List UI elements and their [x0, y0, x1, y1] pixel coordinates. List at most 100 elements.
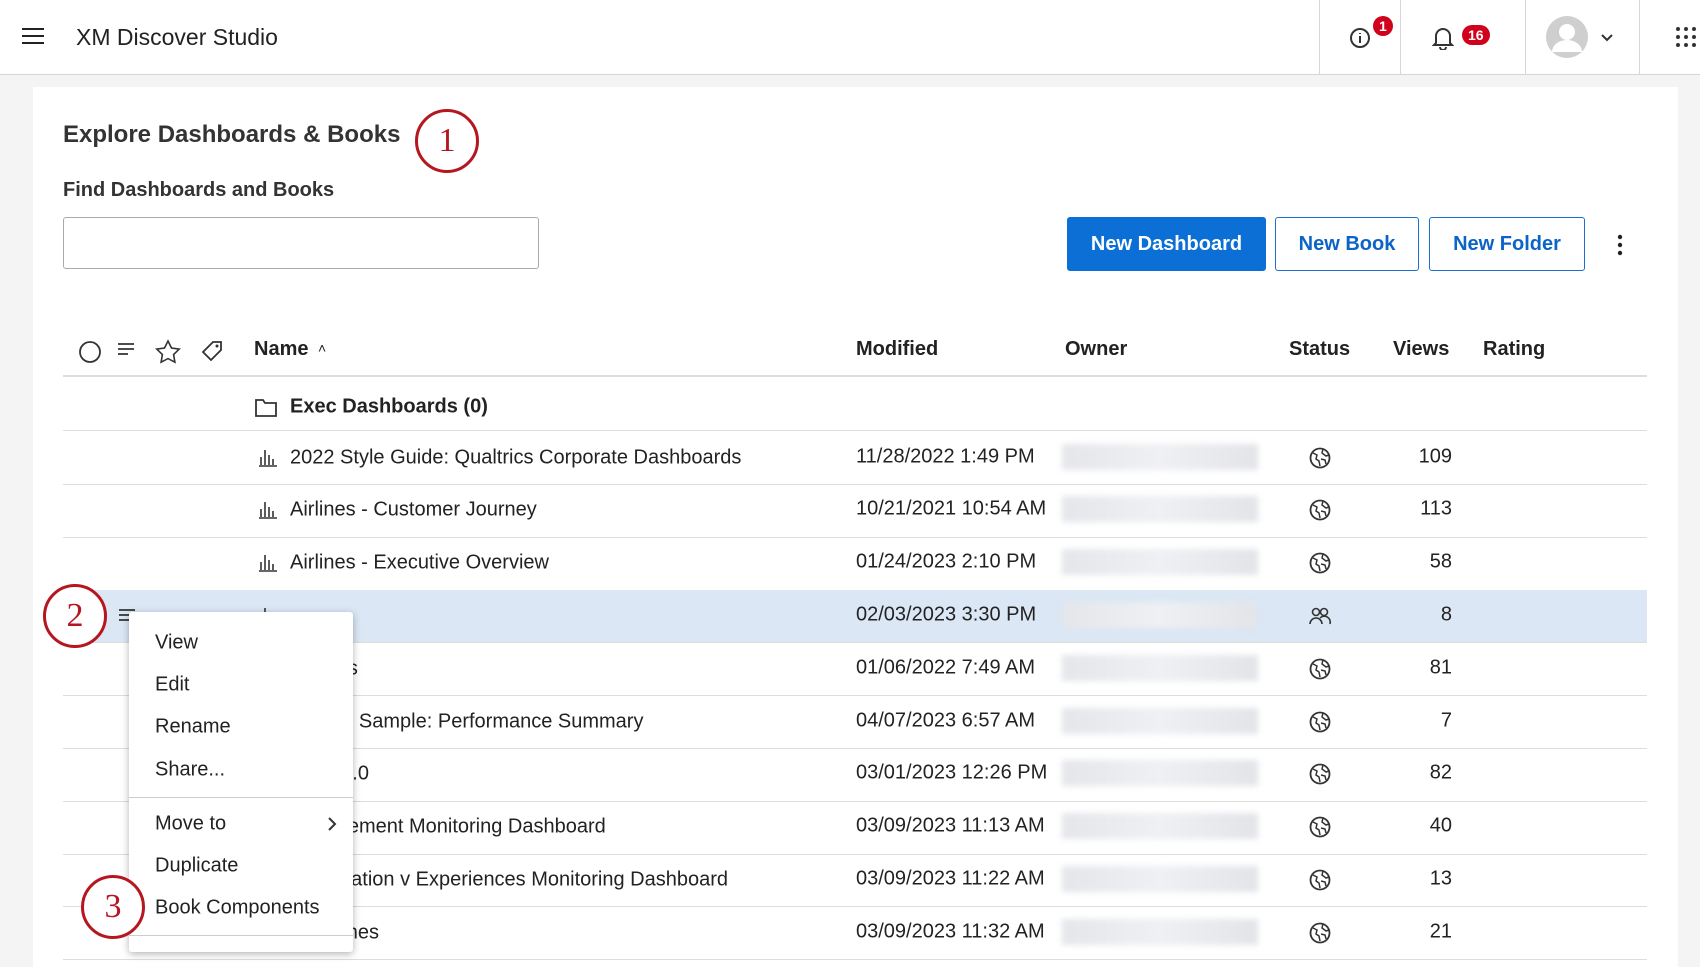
- row-rule: [63, 959, 1647, 961]
- row-rule: [63, 642, 1647, 644]
- callout: 2: [43, 584, 107, 648]
- views: 58: [1429, 550, 1452, 573]
- owner-redacted: [1062, 496, 1258, 523]
- modified-date: 11/28/2022 1:49 PM: [856, 445, 1035, 467]
- row-rule: [63, 800, 1647, 802]
- owner-redacted: [1062, 865, 1258, 892]
- more-options[interactable]: [1614, 233, 1626, 257]
- new-dashboard-button[interactable]: New Dashboard: [1067, 217, 1266, 271]
- modified-date: 03/09/2023 11:13 AM: [856, 814, 1045, 837]
- modified-date: 03/01/2023 12:26 PM: [856, 761, 1048, 784]
- status-icon: [1309, 763, 1331, 785]
- item-name[interactable]: Expectation v Experiences Monitoring Das…: [290, 868, 729, 891]
- owner-redacted: [1062, 918, 1258, 945]
- status-icon: [1309, 499, 1331, 521]
- owner-redacted: [1062, 654, 1258, 681]
- views: 109: [1418, 445, 1452, 467]
- context-menu: [129, 612, 353, 952]
- status-icon: [1309, 658, 1331, 680]
- row-rule: [63, 747, 1647, 749]
- search-input[interactable]: [63, 217, 539, 269]
- status-icon: [1309, 607, 1332, 625]
- callout: 1: [415, 109, 479, 173]
- status-icon: [1309, 447, 1331, 468]
- item-name[interactable]: Engagement Monitoring Dashboard: [290, 815, 606, 838]
- row-rule: [63, 483, 1647, 485]
- item-name[interactable]: Airlines - Executive Overview: [290, 551, 549, 574]
- header-icons: [79, 339, 222, 364]
- column-header[interactable]: Views: [1393, 338, 1450, 360]
- owner-redacted: [1062, 601, 1258, 628]
- item-name[interactable]: 2022 Style Guide: Qualtrics Corporate Da…: [290, 446, 742, 468]
- submenu-arrow: [328, 817, 337, 831]
- status-icon: [1309, 816, 1331, 838]
- modified-date: 01/24/2023 2:10 PM: [856, 550, 1037, 573]
- item-icon: [259, 555, 277, 572]
- sort-indicator: ˄: [318, 340, 327, 356]
- menu-divider: [129, 797, 353, 798]
- views: 82: [1429, 761, 1452, 784]
- new-book-button[interactable]: New Book: [1275, 217, 1419, 271]
- apps-grid[interactable]: [1675, 26, 1699, 50]
- modified-date: 02/03/2023 3:30 PM: [856, 603, 1037, 626]
- modified-date: 04/07/2023 6:57 AM: [856, 709, 1036, 731]
- menu-item[interactable]: Rename: [155, 715, 231, 738]
- item-name[interactable]: Airlines - Customer Journey: [290, 498, 537, 521]
- row-rule: [63, 536, 1647, 538]
- views: 7: [1440, 709, 1452, 731]
- app-title: XM Discover Studio: [76, 24, 278, 50]
- top-bar: [0, 0, 1700, 75]
- new-folder-button[interactable]: New Folder: [1429, 217, 1585, 271]
- status-icon: [1309, 922, 1331, 944]
- menu-item[interactable]: Duplicate: [155, 854, 239, 877]
- menu-item[interactable]: Edit: [155, 673, 190, 696]
- column-header[interactable]: Rating: [1483, 338, 1546, 360]
- header-rule: [63, 375, 1647, 377]
- page-title: Explore Dashboards & Books: [63, 121, 401, 148]
- status-icon: [1309, 711, 1331, 732]
- owner-redacted: [1062, 707, 1258, 734]
- hamburger-menu[interactable]: [22, 27, 44, 45]
- modified-date: 01/06/2022 7:49 AM: [856, 656, 1036, 679]
- column-header[interactable]: Modified: [856, 338, 939, 360]
- bell-icon[interactable]: [1432, 26, 1454, 50]
- column-header[interactable]: Status: [1289, 338, 1351, 360]
- user-avatar[interactable]: [1545, 15, 1625, 59]
- views: 81: [1429, 656, 1452, 679]
- status-icon: [1309, 552, 1331, 574]
- info-badge: 1: [1373, 16, 1393, 36]
- owner-redacted: [1062, 813, 1258, 840]
- modified-date: 10/21/2021 10:54 AM: [856, 497, 1047, 520]
- views: 113: [1420, 497, 1452, 520]
- row-rule: [63, 695, 1647, 697]
- views: 21: [1429, 920, 1452, 943]
- folder-icon: [255, 399, 277, 417]
- owner-redacted: [1062, 549, 1258, 576]
- divider: [1400, 0, 1401, 74]
- menu-item[interactable]: Book Components: [155, 896, 320, 919]
- column-header[interactable]: Owner: [1065, 338, 1128, 360]
- search-label: Find Dashboards and Books: [63, 179, 335, 201]
- views: 8: [1440, 603, 1452, 626]
- row-rule: [63, 430, 1647, 431]
- modified-date: 03/09/2023 11:32 AM: [856, 920, 1045, 943]
- views: 40: [1429, 814, 1452, 837]
- menu-item[interactable]: View: [155, 631, 198, 654]
- menu-divider: [129, 935, 353, 936]
- row-rule: [63, 853, 1647, 855]
- column-header[interactable]: Name: [254, 338, 309, 360]
- menu-item[interactable]: Move to: [155, 812, 227, 835]
- views: 13: [1429, 867, 1452, 890]
- item-icon: [259, 449, 277, 467]
- owner-redacted: [1062, 760, 1258, 787]
- notification-badge: 16: [1462, 25, 1490, 45]
- item-name[interactable]: Embed Sample: Performance Summary: [290, 710, 644, 732]
- divider: [1319, 0, 1320, 74]
- divider: [1525, 0, 1526, 74]
- status-icon: [1309, 869, 1331, 891]
- info-icon[interactable]: [1349, 27, 1371, 49]
- folder-name[interactable]: Exec Dashboards (0): [290, 395, 488, 418]
- owner-redacted: [1062, 443, 1258, 470]
- menu-item[interactable]: Share...: [155, 758, 226, 781]
